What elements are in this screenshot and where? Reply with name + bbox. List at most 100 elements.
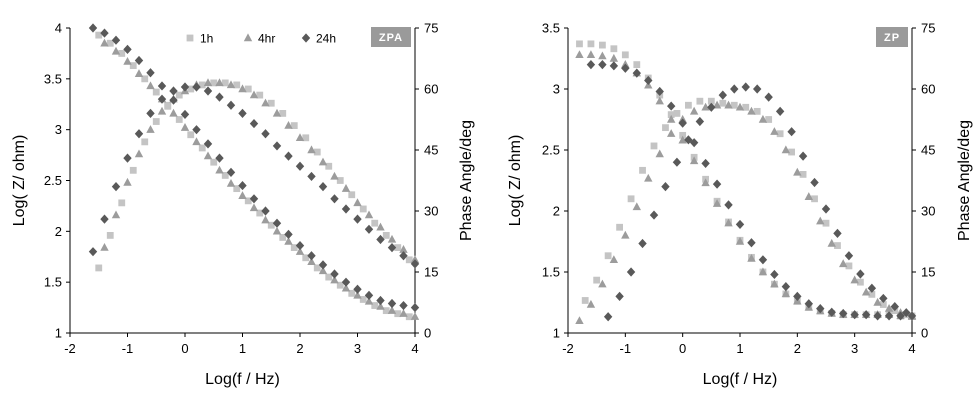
phase-point bbox=[719, 91, 727, 100]
impedance-point bbox=[633, 69, 641, 78]
phase-point bbox=[348, 191, 355, 198]
impedance-point bbox=[747, 238, 755, 247]
impedance-point bbox=[713, 180, 721, 189]
phase-point bbox=[856, 269, 864, 278]
impedance-point bbox=[667, 101, 675, 110]
y2-tick-label: 45 bbox=[424, 143, 438, 158]
y-tick-label: 2.5 bbox=[542, 143, 560, 158]
phase-point bbox=[118, 199, 125, 206]
impedance-point bbox=[176, 116, 183, 123]
phase-point bbox=[123, 178, 131, 186]
y-tick-label: 1 bbox=[55, 326, 62, 341]
y2-tick-label: 60 bbox=[424, 82, 438, 97]
impedance-point bbox=[610, 45, 617, 52]
phase-point bbox=[371, 220, 378, 227]
y2-tick-label: 45 bbox=[921, 143, 935, 158]
y-tick-label: 3 bbox=[55, 122, 62, 137]
impedance-point bbox=[215, 166, 223, 174]
legend-label: 24h bbox=[316, 32, 336, 46]
impedance-point bbox=[123, 57, 131, 65]
phase-point bbox=[383, 232, 390, 239]
impedance-point bbox=[238, 191, 246, 199]
x-tick-label: 3 bbox=[851, 341, 858, 356]
phase-point bbox=[250, 119, 258, 128]
y-axis-title: Log( Z/ ohm) bbox=[507, 135, 524, 227]
impedance-point bbox=[411, 303, 419, 312]
phase-point bbox=[123, 154, 131, 163]
impedance-point bbox=[192, 137, 200, 145]
phase-point bbox=[227, 101, 235, 110]
x-tick-label: 4 bbox=[411, 341, 418, 356]
x-tick-label: -1 bbox=[620, 341, 632, 356]
impedance-point bbox=[598, 51, 606, 59]
phase-point bbox=[284, 152, 292, 161]
series-1h bbox=[576, 40, 915, 319]
legend-marker bbox=[244, 33, 252, 41]
phase-point bbox=[662, 124, 669, 131]
phase-point bbox=[661, 182, 669, 191]
impedance-point bbox=[701, 159, 709, 168]
phase-point bbox=[238, 109, 246, 118]
impedance-point bbox=[633, 61, 640, 68]
impedance-point bbox=[135, 69, 143, 77]
phase-point bbox=[360, 206, 367, 213]
y2-tick-label: 30 bbox=[921, 204, 935, 219]
phase-point bbox=[330, 194, 338, 203]
impedance-point bbox=[388, 299, 396, 308]
phase-point bbox=[296, 162, 304, 171]
impedance-point bbox=[588, 40, 595, 47]
phase-point bbox=[719, 100, 726, 107]
y2-tick-label: 75 bbox=[424, 21, 438, 36]
impedance-point bbox=[576, 40, 583, 47]
phase-point bbox=[656, 149, 664, 157]
phase-point bbox=[644, 174, 652, 182]
phase-point bbox=[822, 204, 830, 213]
x-tick-label: 3 bbox=[354, 341, 361, 356]
y2-tick-label: 15 bbox=[424, 265, 438, 280]
x-axis-title: Log(f / Hz) bbox=[703, 371, 778, 388]
series-24h bbox=[89, 23, 419, 312]
impedance-point bbox=[736, 220, 744, 229]
impedance-point bbox=[250, 203, 258, 211]
phase-point bbox=[627, 267, 635, 276]
y-tick-label: 1.5 bbox=[542, 265, 560, 280]
phase-point bbox=[146, 109, 154, 118]
y-tick-label: 3 bbox=[553, 82, 560, 97]
impedance-point bbox=[621, 64, 629, 73]
x-tick-label: 2 bbox=[296, 341, 303, 356]
legend-marker bbox=[302, 33, 310, 42]
impedance-point bbox=[724, 200, 732, 209]
impedance-point bbox=[169, 109, 177, 117]
legend: 1h 4hr 24h bbox=[187, 32, 336, 46]
phase-point bbox=[319, 158, 327, 166]
phase-point bbox=[130, 167, 137, 174]
x-tick-label: 2 bbox=[794, 341, 801, 356]
impedance-point bbox=[610, 61, 618, 70]
phase-point bbox=[575, 316, 583, 324]
impedance-point bbox=[146, 81, 154, 89]
y2-tick-label: 15 bbox=[921, 265, 935, 280]
y-tick-label: 3.5 bbox=[44, 71, 62, 86]
y-tick-label: 3.5 bbox=[542, 21, 560, 36]
y2-axis-title: Phase Angle/deg bbox=[956, 120, 973, 241]
impedance-point bbox=[770, 270, 778, 279]
phase-point bbox=[135, 149, 143, 157]
phase-point bbox=[353, 215, 361, 224]
phase-point bbox=[787, 127, 795, 136]
impedance-point bbox=[782, 282, 790, 291]
phase-point bbox=[628, 195, 635, 202]
chart-panel-zp: -2 -1 0 1 2 3 411.522.533.501530456075Log(f / … bbox=[507, 21, 973, 389]
phase-point bbox=[638, 239, 646, 248]
panel-badge-label: ZPA bbox=[379, 32, 403, 44]
phase-point bbox=[753, 84, 761, 93]
phase-point bbox=[261, 129, 269, 138]
impedance-point bbox=[261, 216, 269, 224]
phase-point bbox=[845, 251, 853, 260]
phase-point bbox=[89, 247, 97, 256]
x-tick-label: -2 bbox=[64, 341, 76, 356]
phase-point bbox=[582, 297, 589, 304]
phase-point bbox=[164, 102, 171, 109]
